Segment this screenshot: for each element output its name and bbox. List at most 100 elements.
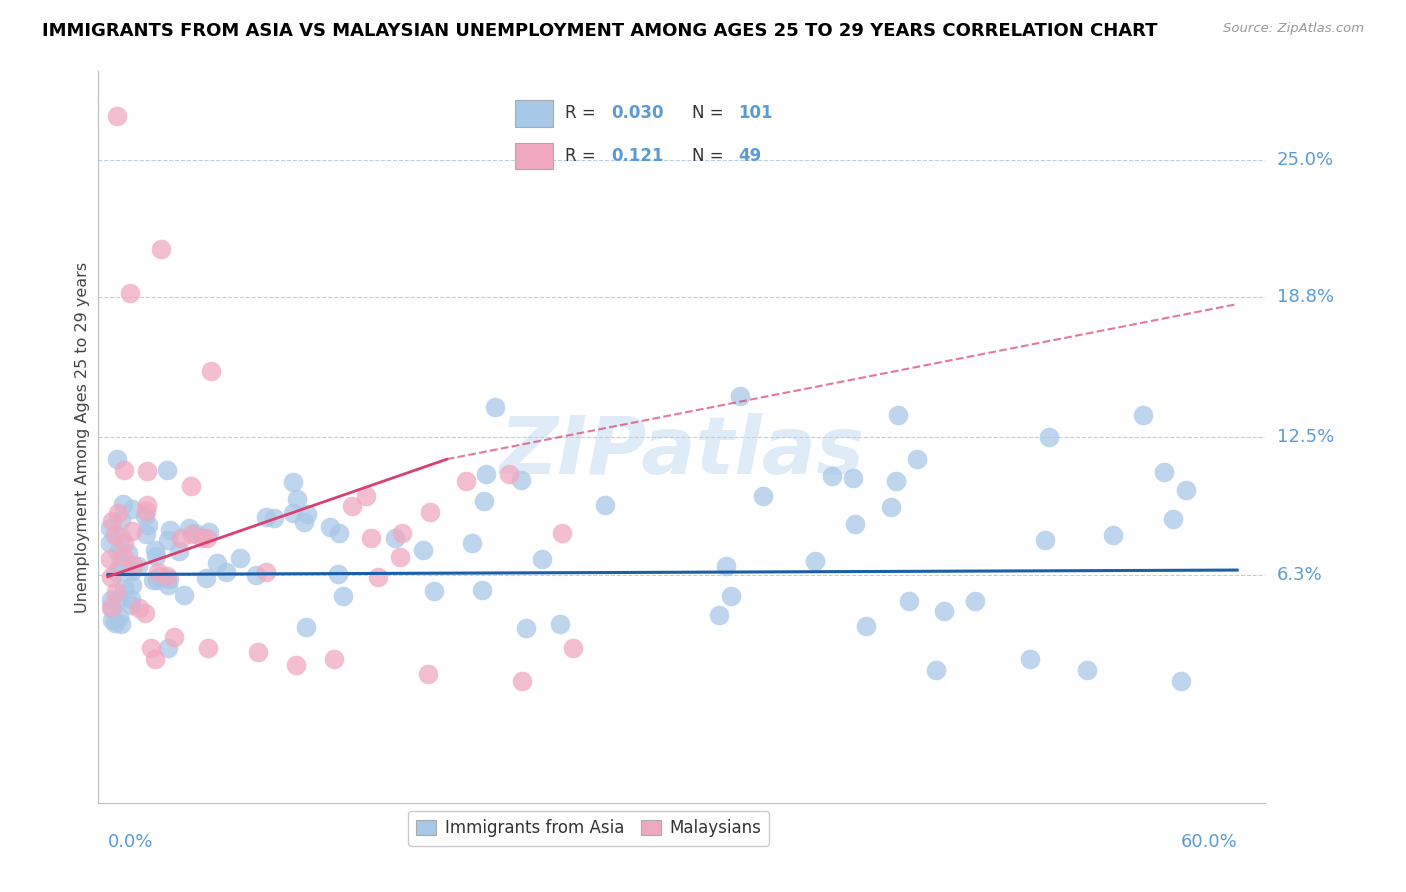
Point xyxy=(98,536,121,550)
Point xyxy=(200,363,222,377)
Point xyxy=(751,489,773,503)
Point xyxy=(965,594,987,608)
Point xyxy=(730,389,752,403)
Point xyxy=(180,527,202,541)
Point xyxy=(550,616,572,631)
Point xyxy=(121,501,143,516)
Point xyxy=(332,589,354,603)
FancyBboxPatch shape xyxy=(516,100,553,127)
Point xyxy=(475,467,498,482)
Point xyxy=(214,565,236,579)
Point xyxy=(1076,663,1098,677)
Point xyxy=(229,551,252,566)
Point xyxy=(319,520,342,534)
Point xyxy=(108,591,131,606)
Point xyxy=(905,452,928,467)
Point xyxy=(884,474,907,488)
Text: 25.0%: 25.0% xyxy=(1277,151,1334,169)
Point xyxy=(136,517,159,532)
Point xyxy=(104,585,127,599)
Point xyxy=(112,536,135,550)
Point xyxy=(112,582,135,596)
Point xyxy=(135,526,157,541)
Point xyxy=(292,515,315,529)
Point xyxy=(120,592,142,607)
Point xyxy=(183,525,205,540)
Point xyxy=(326,566,349,581)
Point xyxy=(197,640,219,655)
Legend: Immigrants from Asia, Malaysians: Immigrants from Asia, Malaysians xyxy=(408,811,769,846)
Text: 0.0%: 0.0% xyxy=(108,833,153,851)
Point xyxy=(173,588,195,602)
Text: 18.8%: 18.8% xyxy=(1277,288,1333,307)
Point xyxy=(135,504,157,518)
Y-axis label: Unemployment Among Ages 25 to 29 years: Unemployment Among Ages 25 to 29 years xyxy=(75,261,90,613)
Point xyxy=(281,506,304,520)
Point xyxy=(145,549,167,564)
Point xyxy=(498,467,520,482)
Point xyxy=(821,469,844,483)
Text: 12.5%: 12.5% xyxy=(1277,428,1334,446)
Point xyxy=(423,583,446,598)
Point xyxy=(593,498,616,512)
Point xyxy=(135,464,157,478)
Point xyxy=(897,594,920,608)
Point xyxy=(114,463,136,477)
Point xyxy=(285,492,308,507)
Point xyxy=(98,551,121,566)
Point xyxy=(136,498,159,512)
Point xyxy=(159,572,181,586)
Point xyxy=(127,559,149,574)
Point xyxy=(159,523,181,537)
Text: 0.121: 0.121 xyxy=(612,147,664,165)
Point xyxy=(322,651,344,665)
Point xyxy=(716,558,738,573)
Point xyxy=(107,544,129,558)
Point xyxy=(887,408,910,422)
Text: 0.030: 0.030 xyxy=(612,104,664,122)
Point xyxy=(170,531,193,545)
Point xyxy=(163,630,186,644)
Point xyxy=(104,616,127,631)
Point xyxy=(551,526,574,541)
Point xyxy=(105,109,128,123)
Point xyxy=(134,509,156,524)
Point xyxy=(855,619,877,633)
Point xyxy=(281,475,304,489)
Point xyxy=(254,510,277,524)
Point xyxy=(134,606,156,620)
Point xyxy=(111,497,134,511)
Point xyxy=(198,524,221,539)
Point xyxy=(384,531,406,545)
Point xyxy=(416,667,439,681)
Point xyxy=(530,552,553,566)
Point xyxy=(925,663,948,677)
Point xyxy=(112,549,135,563)
Point xyxy=(121,578,143,592)
Point xyxy=(1153,466,1175,480)
Point xyxy=(180,479,202,493)
Point xyxy=(1033,533,1056,547)
Text: 60.0%: 60.0% xyxy=(1181,833,1237,851)
Point xyxy=(100,599,122,614)
Point xyxy=(100,601,122,615)
Text: N =: N = xyxy=(692,104,728,122)
Point xyxy=(156,569,179,583)
Point xyxy=(707,608,730,623)
Point xyxy=(391,526,413,541)
Point xyxy=(146,565,169,579)
Point xyxy=(1132,408,1154,422)
Point xyxy=(139,640,162,655)
Point xyxy=(156,578,179,592)
Point xyxy=(1019,651,1042,665)
Point xyxy=(100,593,122,607)
Point xyxy=(1175,483,1198,497)
Point xyxy=(412,542,434,557)
Point xyxy=(515,621,537,635)
Point xyxy=(107,506,129,520)
Point xyxy=(104,527,127,541)
Text: R =: R = xyxy=(565,147,600,165)
Point xyxy=(460,535,482,549)
Point xyxy=(121,564,143,578)
Point xyxy=(143,651,166,665)
